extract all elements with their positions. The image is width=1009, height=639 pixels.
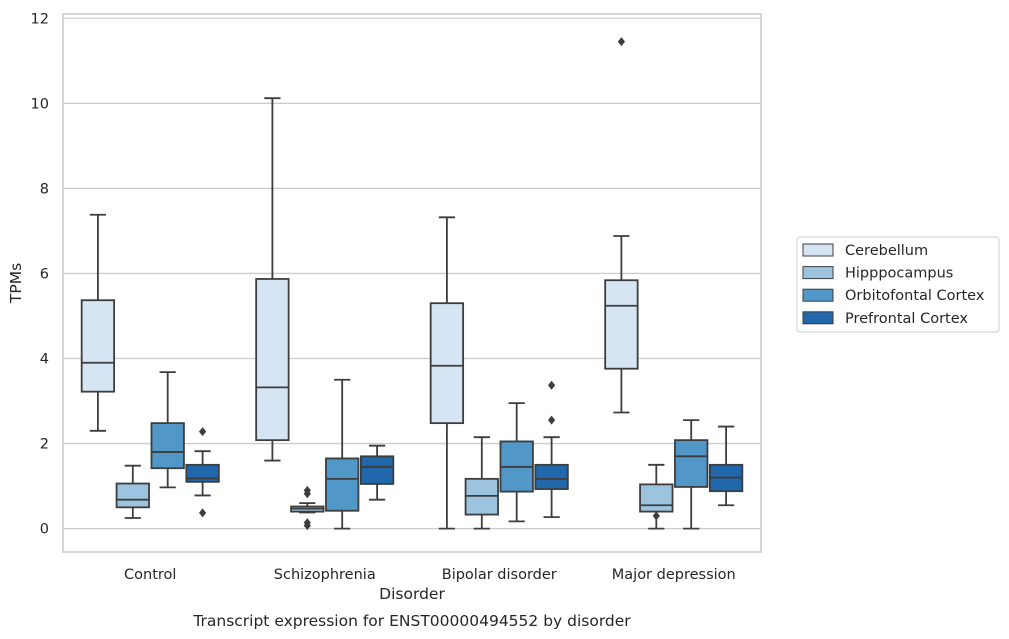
box <box>534 380 569 519</box>
outlier-point <box>548 415 556 425</box>
series-prefrontal-cortex <box>185 380 744 519</box>
legend-swatch <box>802 266 834 280</box>
box-iqr <box>255 278 290 442</box>
box-iqr <box>80 299 116 393</box>
box <box>674 419 709 530</box>
box <box>499 402 534 523</box>
box-iqr <box>359 455 395 485</box>
outlier-point <box>199 508 207 518</box>
outlier-point <box>303 489 311 499</box>
legend-swatch <box>802 311 834 325</box>
y-tick-label: 0 <box>40 522 49 538</box>
y-tick-label: 6 <box>40 266 49 282</box>
box-series-group <box>80 37 744 531</box>
box-iqr <box>604 279 639 370</box>
box <box>604 37 639 414</box>
chart-caption: Transcript expression for ENST0000049455… <box>192 612 631 630</box>
box <box>325 378 360 530</box>
y-tick-label: 8 <box>40 181 49 197</box>
x-axis-label: Disorder <box>379 585 445 603</box>
legend-swatch <box>802 288 834 302</box>
x-tick-label: Control <box>124 567 176 583</box>
box <box>359 444 395 501</box>
box-iqr <box>115 482 150 509</box>
box-iqr <box>534 463 569 490</box>
x-tick-labels: Control Schizophrenia Bipolar disorder Majo… <box>124 567 736 583</box>
y-tick-label: 4 <box>40 351 49 367</box>
legend-label: Orbitofontal Cortex <box>845 288 985 304</box>
box <box>150 371 185 489</box>
outlier-point <box>652 511 660 521</box>
outlier-point <box>199 427 207 437</box>
box <box>290 485 325 531</box>
outlier-point <box>303 521 311 531</box>
box <box>639 463 674 530</box>
series-cerebellum <box>80 37 639 530</box>
box-iqr <box>429 302 465 425</box>
y-axis-label: TPMs <box>7 263 25 304</box>
x-tick-label: Bipolar disorder <box>442 567 557 583</box>
legend-swatch <box>802 243 834 257</box>
box <box>255 97 290 462</box>
plot-frame <box>62 13 762 553</box>
y-tick-label: 10 <box>31 96 49 112</box>
x-tick-label: Schizophrenia <box>274 567 376 583</box>
legend: Cerebellum Hipppocampus Orbitofontal Corte… <box>796 236 1000 333</box>
legend-label: Prefrontal Cortex <box>845 311 968 327</box>
box <box>429 216 465 530</box>
box-iqr <box>639 483 674 513</box>
legend-label: Hipppocampus <box>845 266 953 282</box>
box-iqr <box>150 422 185 470</box>
legend-frame <box>796 236 1000 333</box>
outlier-point <box>617 37 625 47</box>
series-hipppocampus <box>115 436 674 531</box>
box <box>464 436 499 530</box>
box <box>185 427 220 518</box>
outlier-point <box>548 380 556 390</box>
y-tick-label: 2 <box>40 437 49 453</box>
legend-label: Cerebellum <box>845 243 928 259</box>
box <box>115 464 150 519</box>
series-orbitofontal-cortex <box>150 371 709 530</box>
y-tick-labels: 0 2 4 6 8 10 12 <box>31 11 49 537</box>
x-tick-label: Major depression <box>612 567 736 583</box>
box-iqr <box>674 439 709 488</box>
box <box>708 425 744 507</box>
box <box>80 213 116 432</box>
y-tick-label: 12 <box>31 11 49 27</box>
box-iqr <box>325 457 360 512</box>
